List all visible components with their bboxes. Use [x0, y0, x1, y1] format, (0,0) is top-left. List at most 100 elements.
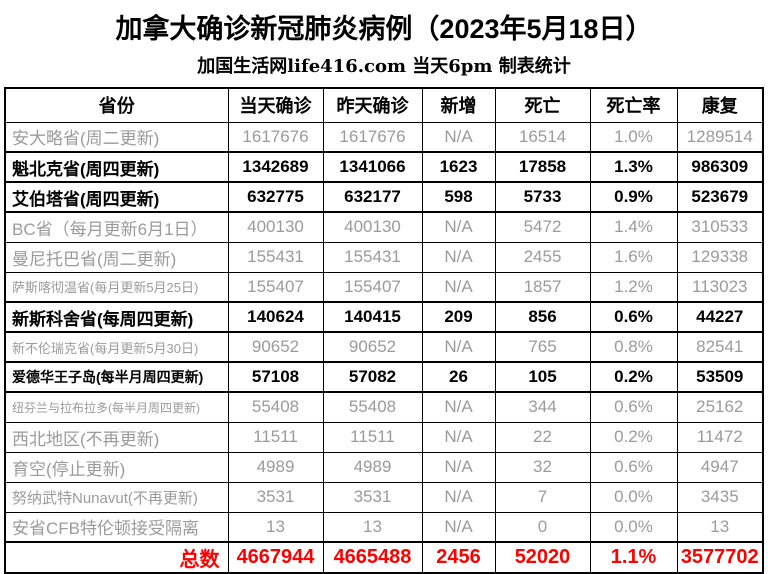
cell-death-rate: 0.6%: [589, 301, 678, 333]
cell-yesterday-confirmed: 57082: [322, 361, 423, 393]
cell-new-cases: N/A: [421, 271, 496, 303]
table-row: 萨斯喀彻温省(每月更新5月25日) 155407 155407 N/A 1857 1.2%…: [4, 271, 764, 303]
cell-today-confirmed: 140624: [227, 301, 324, 333]
table-row: 育空(停止更新) 4989 4989 N/A 32 0.6% 4947: [4, 451, 764, 483]
cell-today-confirmed: 55408: [227, 391, 324, 423]
col-header-new-cases: 新增: [421, 87, 496, 123]
total-recovered: 3577702: [676, 541, 764, 574]
col-header-province: 省份: [4, 87, 229, 123]
cell-deaths: 0: [494, 511, 591, 543]
cell-death-rate: 0.2%: [589, 361, 678, 393]
cell-province: 魁北克省(周四更新): [4, 151, 229, 183]
cell-province: 新斯科舍省(每周四更新): [4, 301, 229, 333]
cell-yesterday-confirmed: 4989: [322, 451, 423, 483]
cell-new-cases: N/A: [421, 211, 496, 243]
cell-recovered: 11472: [676, 421, 764, 453]
table-row: BC省（每月更新6月1日） 400130 400130 N/A 5472 1.4% 3105…: [4, 211, 764, 243]
cell-yesterday-confirmed: 632177: [322, 181, 423, 213]
cell-recovered: 44227: [676, 301, 764, 333]
cell-deaths: 2455: [494, 241, 591, 273]
cell-death-rate: 0.6%: [589, 391, 678, 423]
table-row: 新斯科舍省(每周四更新) 140624 140415 209 856 0.6% 44227: [4, 301, 764, 333]
cell-deaths: 344: [494, 391, 591, 423]
cell-deaths: 856: [494, 301, 591, 333]
cell-today-confirmed: 155431: [227, 241, 324, 273]
cell-recovered: 25162: [676, 391, 764, 423]
cell-recovered: 310533: [676, 211, 764, 243]
cell-recovered: 113023: [676, 271, 764, 303]
cell-deaths: 5472: [494, 211, 591, 243]
table-row: 努纳武特Nunavut(不再更新) 3531 3531 N/A 7 0.0% 3435: [4, 481, 764, 513]
cell-today-confirmed: 11511: [227, 421, 324, 453]
cell-recovered: 1289514: [676, 121, 764, 153]
cell-yesterday-confirmed: 55408: [322, 391, 423, 423]
cell-yesterday-confirmed: 3531: [322, 481, 423, 513]
cell-new-cases: N/A: [421, 241, 496, 273]
cell-death-rate: 1.0%: [589, 121, 678, 153]
cell-deaths: 105: [494, 361, 591, 393]
cell-province: 努纳武特Nunavut(不再更新): [4, 481, 229, 513]
cell-province: 曼尼托巴省(周二更新): [4, 241, 229, 273]
table-row: 安省CFB特伦顿接受隔离 13 13 N/A 0 0.0% 13: [4, 511, 764, 543]
cell-death-rate: 0.9%: [589, 181, 678, 213]
cell-death-rate: 1.6%: [589, 241, 678, 273]
cell-deaths: 7: [494, 481, 591, 513]
table-row: 魁北克省(周四更新) 1342689 1341066 1623 17858 1.3% 986…: [4, 151, 764, 183]
cell-yesterday-confirmed: 11511: [322, 421, 423, 453]
cell-today-confirmed: 90652: [227, 331, 324, 363]
cell-province: 爱德华王子岛(每半月周四更新): [4, 361, 229, 393]
cell-new-cases: 26: [421, 361, 496, 393]
cell-new-cases: 209: [421, 301, 496, 333]
col-header-death-rate: 死亡率: [589, 87, 678, 123]
cell-recovered: 13: [676, 511, 764, 543]
cell-recovered: 82541: [676, 331, 764, 363]
cell-death-rate: 0.8%: [589, 331, 678, 363]
page-title: 加拿大确诊新冠肺炎病例（2023年5月18日）: [115, 14, 653, 44]
cell-yesterday-confirmed: 1341066: [322, 151, 423, 183]
cell-death-rate: 0.0%: [589, 511, 678, 543]
cell-deaths: 22: [494, 421, 591, 453]
col-header-recovered: 康复: [676, 87, 764, 123]
cell-province: 萨斯喀彻温省(每月更新5月25日): [4, 271, 229, 303]
cell-new-cases: N/A: [421, 511, 496, 543]
total-yesterday: 4665488: [322, 541, 423, 574]
table-row: 新不伦瑞克省(每月更新5月30日) 90652 90652 N/A 765 0.8% 825…: [4, 331, 764, 363]
table-row: 纽芬兰与拉布拉多(每半月周四更新) 55408 55408 N/A 344 0.6% 251…: [4, 391, 764, 423]
cell-deaths: 32: [494, 451, 591, 483]
col-header-deaths: 死亡: [494, 87, 591, 123]
table-row: 西北地区(不再更新) 11511 11511 N/A 22 0.2% 11472: [4, 421, 764, 453]
cell-today-confirmed: 400130: [227, 211, 324, 243]
header-row: 省份 当天确诊 昨天确诊 新增 死亡 死亡率 康复: [4, 87, 764, 123]
cell-recovered: 523679: [676, 181, 764, 213]
cell-today-confirmed: 13: [227, 511, 324, 543]
cell-province: 艾伯塔省(周四更新): [4, 181, 229, 213]
col-header-yesterday-confirmed: 昨天确诊: [322, 87, 423, 123]
cell-deaths: 765: [494, 331, 591, 363]
cell-yesterday-confirmed: 13: [322, 511, 423, 543]
total-today: 4667944: [227, 541, 324, 574]
cell-death-rate: 1.4%: [589, 211, 678, 243]
cell-today-confirmed: 155407: [227, 271, 324, 303]
total-label: 总数: [4, 541, 229, 574]
cell-province: BC省（每月更新6月1日）: [4, 211, 229, 243]
cell-death-rate: 0.2%: [589, 421, 678, 453]
cell-today-confirmed: 3531: [227, 481, 324, 513]
cell-new-cases: N/A: [421, 391, 496, 423]
total-deaths: 52020: [494, 541, 591, 574]
cell-yesterday-confirmed: 140415: [322, 301, 423, 333]
cell-new-cases: N/A: [421, 481, 496, 513]
cell-deaths: 5733: [494, 181, 591, 213]
cell-yesterday-confirmed: 155431: [322, 241, 423, 273]
table-row: 曼尼托巴省(周二更新) 155431 155431 N/A 2455 1.6% 129338: [4, 241, 764, 273]
col-header-today-confirmed: 当天确诊: [227, 87, 324, 123]
cell-today-confirmed: 1617676: [227, 121, 324, 153]
cell-today-confirmed: 1342689: [227, 151, 324, 183]
cell-recovered: 4947: [676, 451, 764, 483]
cell-new-cases: N/A: [421, 331, 496, 363]
cell-recovered: 986309: [676, 151, 764, 183]
cell-today-confirmed: 632775: [227, 181, 324, 213]
cell-deaths: 16514: [494, 121, 591, 153]
cell-new-cases: N/A: [421, 421, 496, 453]
cell-province: 安省CFB特伦顿接受隔离: [4, 511, 229, 543]
